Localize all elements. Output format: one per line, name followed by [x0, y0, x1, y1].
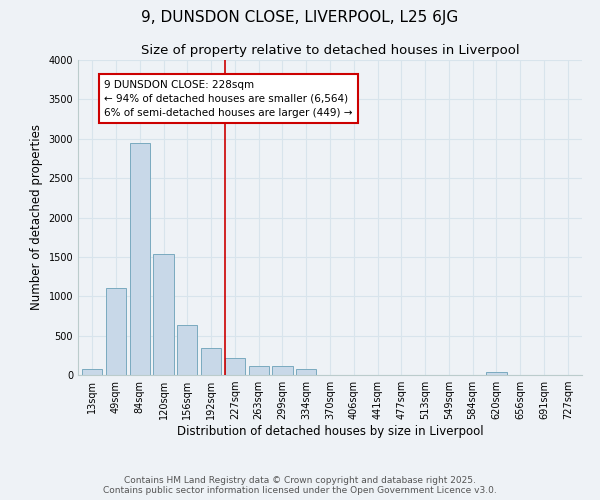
Text: 9 DUNSDON CLOSE: 228sqm
← 94% of detached houses are smaller (6,564)
6% of semi-: 9 DUNSDON CLOSE: 228sqm ← 94% of detache…: [104, 80, 353, 118]
Bar: [130, 142, 150, 375]
Bar: [177, 326, 197, 375]
Text: 9, DUNSDON CLOSE, LIVERPOOL, L25 6JG: 9, DUNSDON CLOSE, LIVERPOOL, L25 6JG: [142, 10, 458, 25]
Bar: [154, 254, 173, 375]
Bar: [272, 366, 293, 375]
Bar: [225, 358, 245, 375]
Bar: [296, 368, 316, 375]
Bar: [106, 288, 126, 375]
Bar: [82, 369, 103, 375]
Bar: [201, 348, 221, 375]
Text: Contains HM Land Registry data © Crown copyright and database right 2025.
Contai: Contains HM Land Registry data © Crown c…: [103, 476, 497, 495]
Y-axis label: Number of detached properties: Number of detached properties: [30, 124, 43, 310]
Bar: [487, 372, 506, 375]
Title: Size of property relative to detached houses in Liverpool: Size of property relative to detached ho…: [140, 44, 520, 58]
Bar: [248, 366, 269, 375]
X-axis label: Distribution of detached houses by size in Liverpool: Distribution of detached houses by size …: [176, 425, 484, 438]
